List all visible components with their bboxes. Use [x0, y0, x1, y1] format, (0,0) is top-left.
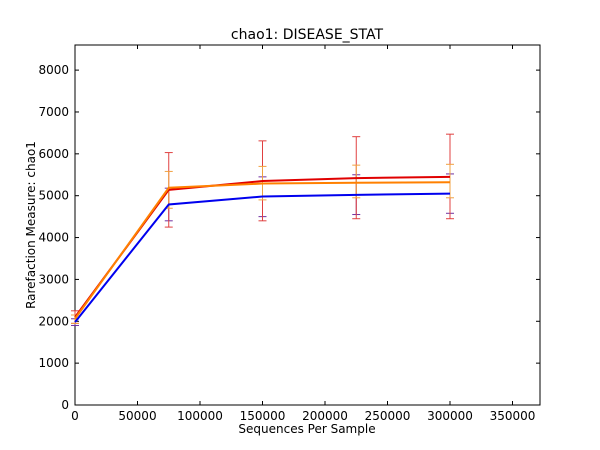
- x-tick-label: 0: [71, 409, 79, 423]
- x-tick-label: 150000: [240, 409, 286, 423]
- y-tick-label: 3000: [38, 272, 69, 286]
- y-tick-label: 0: [61, 398, 69, 412]
- y-tick-label: 1000: [38, 356, 69, 370]
- y-tick-label: 2000: [38, 314, 69, 328]
- x-tick-label: 100000: [177, 409, 223, 423]
- y-tick-label: 4000: [38, 231, 69, 245]
- y-tick-label: 6000: [38, 147, 69, 161]
- x-axis-label: Sequences Per Sample: [238, 422, 375, 436]
- x-tick-label: 300000: [427, 409, 473, 423]
- series-line-2: [74, 181, 451, 320]
- x-tick-label: 350000: [490, 409, 536, 423]
- series-lines: [74, 175, 451, 323]
- y-tick-label: 7000: [38, 105, 69, 119]
- plot-area: [74, 44, 541, 406]
- x-tick-label: 200000: [302, 409, 348, 423]
- chart-title: chao1: DISEASE_STAT: [231, 27, 384, 43]
- series-line-0: [74, 192, 451, 323]
- y-tick-label: 8000: [38, 63, 69, 77]
- x-tick-label: 250000: [365, 409, 411, 423]
- y-axis-label: Rarefaction Measure: chao1: [24, 141, 38, 309]
- axis-ticks: 0 50000 100000 150000 200000 250000 300000 3500…: [38, 45, 540, 423]
- x-tick-label: 50000: [118, 409, 156, 423]
- y-tick-label: 5000: [38, 189, 69, 203]
